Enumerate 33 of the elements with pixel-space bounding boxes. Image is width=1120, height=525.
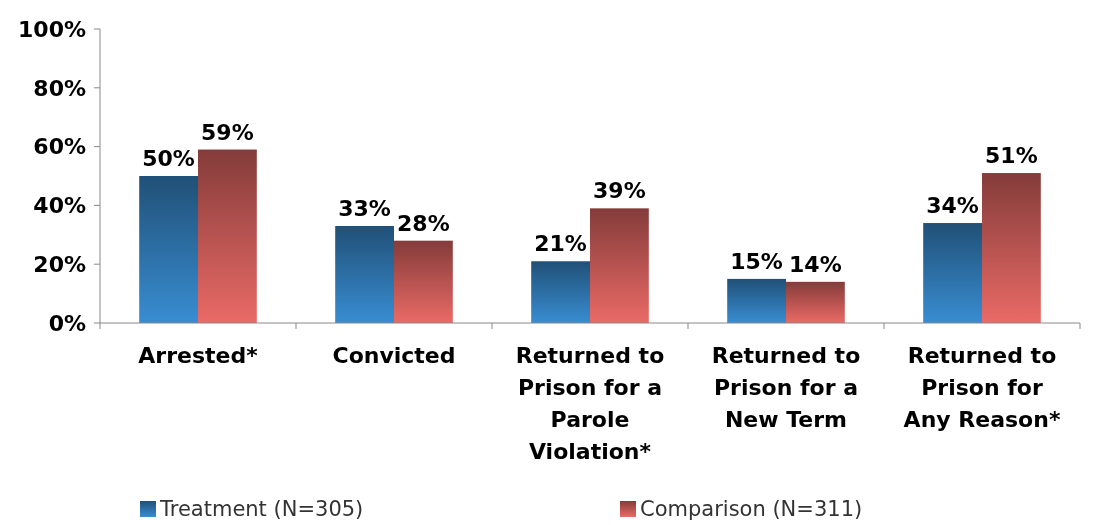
bar: [198, 149, 257, 323]
data-label: 33%: [338, 195, 391, 221]
data-label: 59%: [201, 119, 254, 145]
bar: [590, 208, 649, 323]
y-tick-label: 60%: [33, 134, 86, 160]
data-label: 21%: [534, 231, 587, 257]
x-tick-label: Returned to Prison for a Parole Violation*: [515, 343, 665, 464]
y-tick-label: 40%: [33, 193, 86, 219]
data-label: 51%: [985, 143, 1038, 169]
y-tick-label: 100%: [18, 16, 86, 42]
bar: [394, 240, 453, 323]
data-label: 34%: [926, 193, 979, 219]
x-tick-label: Convicted: [332, 343, 456, 368]
bar: [531, 261, 590, 323]
legend-label: Treatment (N=305): [159, 497, 364, 521]
bar: [982, 173, 1041, 323]
bar: [786, 281, 845, 323]
data-label: 39%: [593, 178, 646, 204]
data-label: 28%: [397, 210, 450, 236]
x-tick-label: Arrested*: [138, 343, 259, 368]
x-tick-label: Returned to Prison for Any Reason*: [903, 343, 1061, 432]
x-tick-label: Returned to Prison for a New Term: [711, 343, 861, 432]
data-label: 50%: [142, 146, 195, 171]
bar: [923, 223, 982, 323]
y-tick-label: 80%: [33, 75, 86, 101]
bar: [335, 225, 394, 323]
y-tick-label: 20%: [33, 251, 86, 277]
data-label: 15%: [730, 248, 783, 274]
legend-label: Comparison (N=311): [640, 497, 863, 521]
y-tick-label: 0%: [48, 310, 86, 336]
bar: [727, 278, 786, 323]
bar: [139, 176, 198, 323]
data-label: 14%: [789, 251, 842, 277]
